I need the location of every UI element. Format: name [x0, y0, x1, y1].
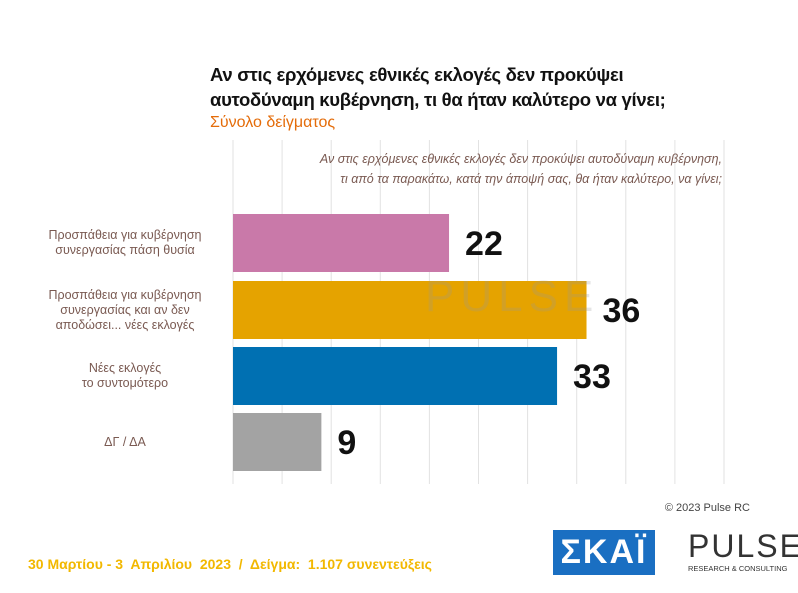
bar	[233, 214, 450, 272]
bar	[233, 281, 587, 339]
category-label: Νέες εκλογές το συντομότερο	[81, 361, 169, 390]
category-label: Προσπάθεια για κυβέρνηση συνεργασίας πάσ…	[48, 228, 202, 257]
fieldwork: 30 Μαρτίου - 3 Απριλίου 2023 / Δείγμα: 1…	[28, 556, 432, 572]
value-label: 36	[603, 292, 641, 330]
category-label: Προσπάθεια για κυβέρνηση συνεργασίας και…	[48, 287, 202, 332]
chart-title: Αν στις ερχόμενες εθνικές εκλογές δεν πρ…	[210, 64, 666, 110]
watermark: PULSE	[425, 272, 600, 321]
value-label: 9	[337, 424, 356, 462]
copyright: © 2023 Pulse RC	[664, 502, 750, 514]
pulse-tagline: RESEARCH & CONSULTING	[688, 564, 788, 573]
value-label: 22	[465, 225, 503, 263]
pulse-logo: PULSE	[688, 528, 798, 564]
value-label: 33	[573, 358, 611, 396]
chart-subtitle: Σύνολο δείγματος	[210, 114, 336, 131]
skai-logo: ΣΚΑΪ	[553, 530, 655, 575]
bar	[233, 347, 558, 405]
category-label: ΔΓ / ΔΑ	[104, 434, 146, 449]
question: Αν στις ερχόμενες εθνικές εκλογές δεν πρ…	[319, 152, 722, 186]
bar	[233, 413, 322, 471]
